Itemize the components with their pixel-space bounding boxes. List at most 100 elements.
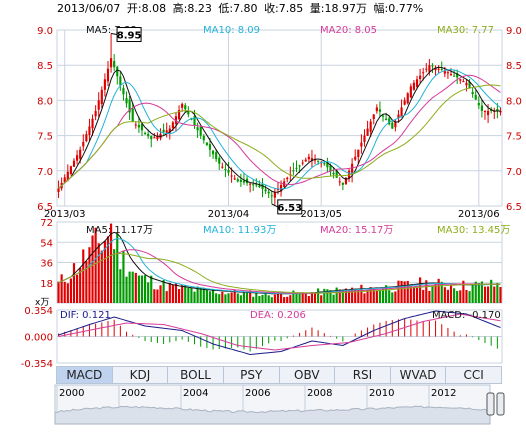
candle-body <box>292 170 295 172</box>
candle-body <box>446 72 450 74</box>
candle-body <box>106 68 110 82</box>
volume-bar <box>153 289 156 303</box>
volume-bar <box>440 281 443 303</box>
candle-body <box>224 169 227 171</box>
header-low: 7.80 <box>233 2 258 15</box>
volume-bar <box>202 287 205 303</box>
volume-bar <box>406 280 409 303</box>
tab-obv[interactable]: OBV <box>280 367 336 383</box>
header-volume: 18.97万 <box>325 2 368 15</box>
candle-body <box>258 185 261 187</box>
volume-bar <box>150 275 153 303</box>
candle-body <box>453 75 456 77</box>
volume-bar <box>487 286 490 303</box>
volume-bar <box>403 281 406 303</box>
volume-bar <box>208 291 212 303</box>
candle-body <box>252 184 255 186</box>
volume-bar <box>385 285 388 303</box>
volume-bar <box>332 294 335 303</box>
volume-bar <box>443 287 446 303</box>
volume-bar <box>125 276 128 303</box>
candle-body <box>279 184 283 192</box>
volume-bar <box>471 284 474 303</box>
overview-handle-left[interactable] <box>486 392 495 416</box>
candle-body <box>425 68 428 70</box>
candle-body <box>147 133 150 137</box>
volume-bar <box>317 288 320 303</box>
candle-body <box>372 114 375 120</box>
volume-bar <box>60 274 63 303</box>
volume-bar <box>199 287 202 303</box>
price-ytick-right: 8.0 <box>506 96 522 107</box>
volume-bar <box>415 287 419 303</box>
volume-bar <box>422 289 425 303</box>
price-legend-item: MA30: 7.77 <box>437 25 494 36</box>
volume-bar <box>261 294 264 303</box>
candle-body <box>378 109 382 112</box>
volume-bar <box>295 293 298 303</box>
volume-bar <box>174 283 178 303</box>
price-xtick: 2013/03 <box>44 209 86 220</box>
macd-legend-item: DIF: 0.121 <box>60 310 111 321</box>
candle-body <box>66 171 69 181</box>
tab-wvad[interactable]: WVAD <box>391 367 447 383</box>
candle-body <box>468 81 471 89</box>
volume-bar <box>63 281 66 303</box>
candle-body <box>221 166 224 168</box>
candle-body <box>338 181 341 183</box>
candle-body <box>360 142 363 147</box>
tab-cci[interactable]: CCI <box>463 368 484 382</box>
tab-rsi[interactable]: RSI <box>335 367 391 383</box>
volume-bar <box>397 280 400 303</box>
volume-bar <box>474 281 477 303</box>
tab-psy[interactable]: PSY <box>224 367 280 383</box>
price-ytick-right: 7.0 <box>506 167 522 178</box>
tab-macd[interactable]: MACD <box>57 367 113 383</box>
candle-body <box>236 179 239 182</box>
candle-body <box>174 116 178 124</box>
volume-bar <box>400 280 403 303</box>
candle-body <box>69 166 72 174</box>
volume-ytick: 72 <box>40 218 53 229</box>
volume-bar <box>91 235 94 303</box>
overview-year-label: 2000 <box>59 388 84 399</box>
candle-body <box>100 89 103 104</box>
volume-bar <box>453 288 456 303</box>
volume-bar <box>131 271 134 303</box>
candle-body <box>165 130 168 133</box>
volume-bar <box>304 293 307 303</box>
volume-bar <box>270 297 273 303</box>
volume-bar <box>94 227 97 303</box>
volume-bar <box>279 293 283 303</box>
candle-body <box>477 102 480 106</box>
volume-legend-item: MA30: 13.45万 <box>437 225 510 236</box>
tab-boll[interactable]: BOLL <box>168 367 224 383</box>
header-open: 8.08 <box>142 2 167 15</box>
volume-bar <box>434 282 437 303</box>
price-ytick-right: 8.5 <box>506 61 522 72</box>
volume-bar <box>181 285 184 303</box>
price-ytick-right: 9.0 <box>506 26 522 37</box>
volume-legend-item: MA10: 11.93万 <box>203 225 276 236</box>
header-text: 2013/06/07 开:8.08 高:8.23 低:7.80 收:7.85 量… <box>57 1 423 15</box>
volume-bar <box>88 247 91 303</box>
volume-bar <box>205 289 208 303</box>
overview-panel[interactable]: 2000 2002 2004 2006 2008 2010 2012 <box>54 384 505 425</box>
price-plot-area <box>56 29 503 207</box>
volume-bar <box>301 292 304 303</box>
volume-bar <box>496 282 499 303</box>
candle-body <box>264 189 267 192</box>
volume-bar <box>354 288 357 303</box>
volume-bar <box>493 286 496 303</box>
candle-body <box>140 123 144 131</box>
candle-body <box>137 124 140 128</box>
candle-body <box>375 107 378 112</box>
annotation-label: 8.95 <box>117 31 142 42</box>
price-ytick-right: 6.5 <box>506 202 522 213</box>
candle-body <box>79 149 82 159</box>
volume-bar <box>428 290 431 303</box>
tab-kdj[interactable]: KDJ <box>113 367 169 383</box>
volume-bar <box>437 278 440 303</box>
overview-handle-right[interactable] <box>496 392 505 416</box>
